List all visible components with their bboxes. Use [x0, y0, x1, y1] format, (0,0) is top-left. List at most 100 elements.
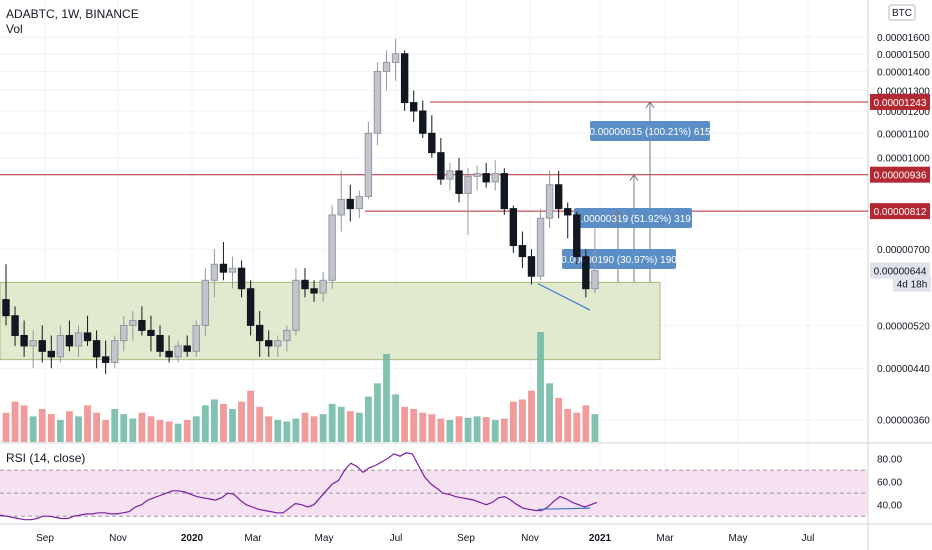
candle-body	[147, 329, 155, 336]
candle-body	[527, 256, 536, 277]
candle-body	[210, 263, 219, 281]
volume-bar	[183, 420, 191, 442]
time-tick-label: Nov	[521, 533, 539, 544]
time-axis[interactable]: Sep Nov 2020 Mar May Jul Sep Nov 2021 Mar May Jul	[36, 533, 814, 544]
volume-bar	[274, 420, 282, 442]
candle-body	[554, 184, 563, 210]
volume-bar	[247, 390, 255, 442]
volume-bar	[174, 423, 182, 442]
volume-bar	[582, 405, 590, 442]
volume-bars	[2, 332, 599, 442]
bar-countdown-marker-label: 4d 18h	[897, 280, 928, 291]
price-divergence-line	[537, 283, 591, 311]
candle-body	[310, 288, 318, 294]
volume-bar	[38, 409, 46, 442]
candle-body	[246, 288, 255, 326]
candle-body	[219, 263, 228, 273]
candle-body	[74, 332, 83, 347]
candle-body	[120, 324, 128, 342]
volume-bar	[20, 405, 28, 442]
volume-bar	[120, 414, 128, 442]
candle-body	[410, 102, 418, 112]
candle-body	[509, 208, 518, 247]
volume-bar	[156, 420, 164, 442]
price-level-marker-label: 0.00001243	[874, 98, 927, 109]
support-zone	[0, 281, 661, 361]
candle-body	[83, 332, 92, 342]
volume-bar	[238, 401, 245, 442]
volume-bar	[455, 416, 463, 442]
candle-body	[29, 340, 37, 347]
price-tick-label: 0.00001200	[877, 107, 930, 118]
candle-body	[183, 345, 191, 352]
volume-bar	[392, 394, 399, 442]
candle-body	[56, 334, 65, 358]
volume-bar	[229, 409, 236, 442]
measure-arrowhead	[613, 210, 623, 218]
candle-body	[464, 175, 472, 194]
candle-body	[455, 170, 463, 194]
measure-arrowhead	[629, 173, 639, 181]
candle-body	[237, 267, 246, 290]
volume-bar	[374, 383, 381, 442]
candle-body	[400, 53, 409, 104]
volume-bar	[301, 412, 309, 442]
time-tick-label: Jul	[390, 533, 403, 544]
volume-bar	[29, 416, 37, 442]
time-tick-label: Sep	[36, 533, 54, 544]
volume-bar	[482, 417, 490, 442]
candle-body	[165, 350, 173, 358]
volume-bar	[84, 405, 91, 442]
price-level-marker-label: 0.00000812	[874, 207, 927, 218]
volume-bar	[319, 414, 327, 442]
rsi-tick-label: 40.00	[877, 501, 902, 512]
volume-bar	[93, 412, 100, 442]
candle-body	[500, 173, 509, 210]
volume-bar	[56, 420, 64, 442]
candle-body	[428, 132, 436, 154]
rsi-line	[0, 452, 598, 521]
measure-label: 0.00000615 (100.21%) 615	[589, 127, 711, 138]
measure-label: 0.00000190 (30.97%) 190	[561, 255, 677, 266]
candle-body	[518, 245, 527, 258]
candle-body	[228, 267, 237, 273]
volume-bar	[355, 412, 363, 442]
candle-body	[283, 329, 291, 342]
price-tick-label: 0.00001500	[877, 50, 930, 61]
volume-bar	[555, 398, 563, 442]
price-tick-label: 0.00001300	[877, 86, 930, 97]
volume-bar	[47, 414, 55, 442]
volume-bar	[519, 399, 526, 442]
price-axis[interactable]: 0.00001600 0.00001500 0.00001400 0.00001300…	[870, 4, 931, 512]
candle-body	[419, 110, 427, 134]
candle-body	[564, 208, 572, 216]
time-tick-label: Nov	[109, 533, 127, 544]
volume-label: Vol	[6, 22, 23, 36]
candle-body	[92, 340, 101, 358]
candle-body	[482, 173, 490, 183]
volume-bar	[437, 418, 445, 442]
volume-bar	[165, 421, 173, 442]
volume-bar	[365, 396, 372, 442]
candle-body	[536, 217, 545, 277]
symbol-title: ADABTC, 1W, BINANCE	[6, 7, 139, 21]
candlesticks	[2, 38, 599, 375]
candle-body	[11, 315, 19, 336]
candle-body	[129, 320, 137, 326]
price-tick-label: 0.00000520	[877, 321, 930, 332]
measure-label-box	[590, 121, 710, 141]
candle-body	[437, 152, 445, 180]
price-tick-label: 0.00000360	[877, 416, 930, 427]
candle-body	[491, 173, 499, 183]
time-tick-label: Sep	[457, 533, 475, 544]
volume-bar	[75, 416, 82, 442]
time-tick-label: May	[729, 533, 748, 544]
volume-bar	[491, 420, 499, 442]
volume-bar	[66, 411, 73, 442]
candle-body	[346, 198, 354, 210]
candle-body	[274, 340, 282, 347]
price-tick-label: 0.00001000	[877, 154, 930, 165]
volume-bar	[201, 405, 209, 442]
price-level-marker-label: 0.00000936	[874, 171, 927, 182]
